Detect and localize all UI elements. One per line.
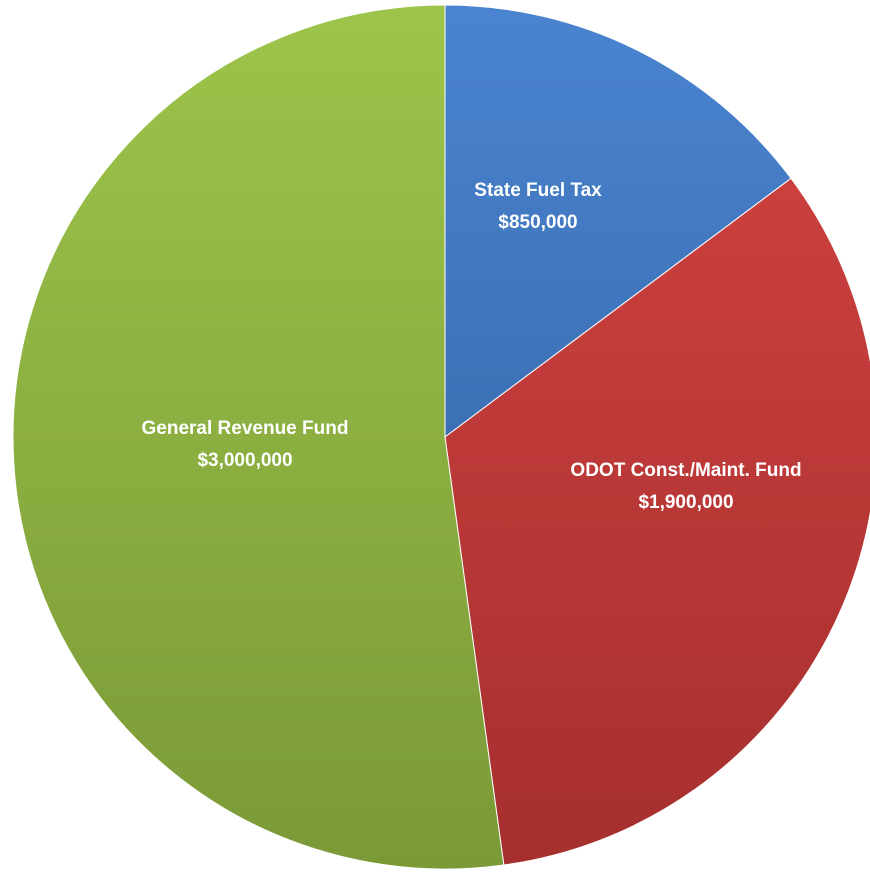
- pie-slices: [12, 4, 870, 870]
- slice-value-state-fuel-tax: $850,000: [498, 212, 577, 233]
- pie-slice-state-fuel-tax: [444, 4, 792, 438]
- slice-label-state-fuel-tax: State Fuel Tax: [474, 180, 602, 201]
- slice-value-general-revenue-fund: $3,000,000: [197, 450, 292, 471]
- slice-label-general-revenue-fund: General Revenue Fund: [142, 418, 349, 439]
- pie-slice-general-revenue-fund: [12, 4, 505, 870]
- pie-labels: State Fuel Tax $850,000 ODOT Const./Maint.…: [142, 180, 802, 513]
- slice-value-odot-const-maint-fund: $1,900,000: [638, 492, 733, 513]
- slice-label-odot-const-maint-fund: ODOT Const./Maint. Fund: [570, 460, 801, 481]
- pie-slice-odot-const-maint-fund: [444, 177, 870, 866]
